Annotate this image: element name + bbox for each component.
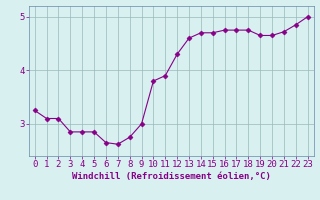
X-axis label: Windchill (Refroidissement éolien,°C): Windchill (Refroidissement éolien,°C): [72, 172, 271, 181]
